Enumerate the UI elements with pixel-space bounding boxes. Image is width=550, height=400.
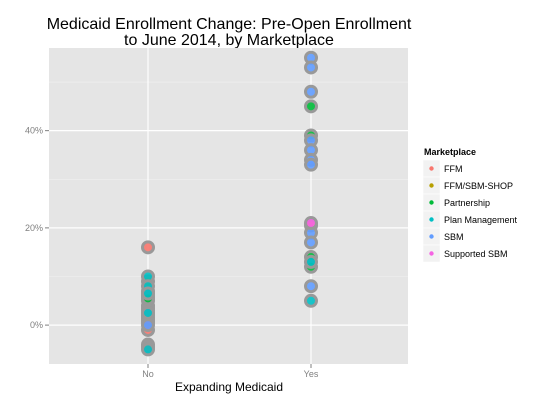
legend-label: Partnership — [444, 198, 490, 208]
legend-key-dot — [429, 234, 434, 239]
data-point — [304, 235, 318, 250]
data-point — [304, 60, 318, 75]
legend-key-dot — [429, 251, 434, 256]
data-point — [141, 240, 155, 255]
data-point — [304, 279, 318, 294]
legend-key-dot — [429, 166, 434, 171]
y-tick-label: 0% — [30, 320, 43, 330]
legend-key-dot — [429, 183, 434, 188]
legend-title: Marketplace — [424, 147, 476, 157]
y-tick-label: 20% — [25, 223, 43, 233]
chart-title-line-1: Medicaid Enrollment Change: Pre-Open Enr… — [47, 16, 412, 33]
x-tick-label: No — [142, 369, 154, 379]
y-axis-ticks: 0% 20% 40% — [25, 126, 49, 330]
legend-label: Supported SBM — [444, 249, 508, 259]
legend-label: SBM — [444, 232, 464, 242]
data-point — [304, 293, 318, 308]
data-point — [141, 305, 155, 320]
legend-key-dot — [429, 200, 434, 205]
data-point — [304, 216, 318, 231]
data-point — [304, 99, 318, 114]
legend-items: FFM FFM/SBM-SHOP Partnership Plan Managemen… — [422, 159, 518, 263]
x-axis-title: Expanding Medicaid — [175, 380, 283, 394]
data-point — [141, 342, 155, 357]
x-tick-label: Yes — [304, 369, 319, 379]
data-points — [141, 50, 318, 357]
data-point — [304, 84, 318, 99]
data-point — [304, 254, 318, 269]
chart-title: Medicaid Enrollment Change: Pre-Open Enr… — [47, 16, 412, 49]
legend: Marketplace FFM FFM/SBM-SHOP Partnership Pl… — [422, 147, 518, 263]
plot-panel — [49, 48, 408, 364]
legend-label: FFM/SBM-SHOP — [444, 181, 513, 191]
y-tick-label: 40% — [25, 126, 43, 136]
gridlines — [49, 48, 408, 364]
data-point — [141, 318, 155, 333]
data-point — [141, 286, 155, 301]
chart-title-line-2: to June 2014, by Marketplace — [124, 32, 334, 49]
legend-label: Plan Management — [444, 215, 518, 225]
legend-key-dot — [429, 217, 434, 222]
x-axis-ticks: No Yes — [142, 364, 319, 379]
data-point — [304, 157, 318, 172]
legend-label: FFM — [444, 164, 463, 174]
